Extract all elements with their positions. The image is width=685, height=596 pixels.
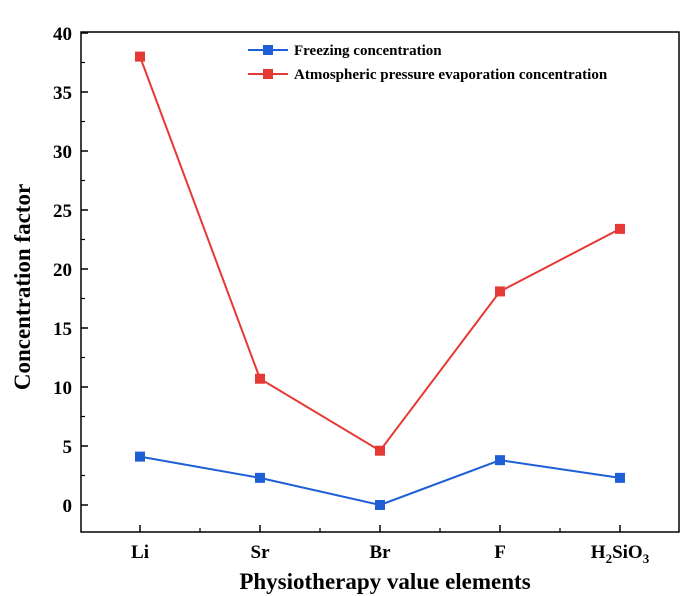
y-axis-title: Concentration factor	[10, 184, 35, 390]
y-tick-label: 5	[63, 437, 73, 458]
data-point	[135, 451, 145, 462]
legend-item-freezing: Freezing concentration	[248, 43, 442, 59]
series-line-0	[139, 455, 621, 507]
y-tick-label: 15	[53, 319, 72, 340]
legend-label-freezing: Freezing concentration	[294, 43, 442, 59]
data-point	[375, 445, 385, 456]
data-point	[255, 373, 265, 384]
x-axis: Li Sr Br F H2SiO3	[131, 525, 650, 566]
legend-marker-evaporation	[263, 69, 273, 79]
series-layer	[135, 51, 625, 510]
x-tick-label: F	[494, 542, 506, 563]
data-point	[495, 286, 505, 297]
y-tick-label: 20	[53, 260, 72, 281]
y-tick-label: 10	[53, 378, 72, 399]
y-tick-label: 40	[53, 24, 72, 45]
series-line-1	[139, 56, 621, 453]
y-tick-label: 30	[53, 142, 72, 163]
data-point	[255, 472, 265, 483]
x-tick-label: Sr	[251, 542, 271, 563]
x-tick-label: Br	[369, 542, 391, 563]
data-point	[135, 51, 145, 62]
x-axis-title: Physiotherapy value elements	[239, 569, 530, 594]
data-point	[375, 500, 385, 510]
y-tick-label: 35	[53, 83, 72, 104]
x-tick-label: H2SiO3	[591, 542, 650, 566]
y-tick-label: 0	[63, 496, 73, 517]
legend-label-evaporation: Atmospheric pressure evaporation concent…	[294, 67, 608, 83]
data-point	[615, 223, 625, 234]
legend: Freezing concentration Atmospheric press…	[248, 43, 608, 83]
plot-area-frame	[80, 31, 680, 533]
y-tick-label: 25	[53, 201, 72, 222]
y-axis: 0 5 10 15 20 25 30 35 40	[53, 24, 88, 517]
data-point	[615, 472, 625, 483]
legend-marker-freezing	[263, 45, 273, 55]
data-point	[495, 455, 505, 466]
legend-item-evaporation: Atmospheric pressure evaporation concent…	[248, 67, 608, 83]
x-tick-label: Li	[131, 542, 149, 563]
